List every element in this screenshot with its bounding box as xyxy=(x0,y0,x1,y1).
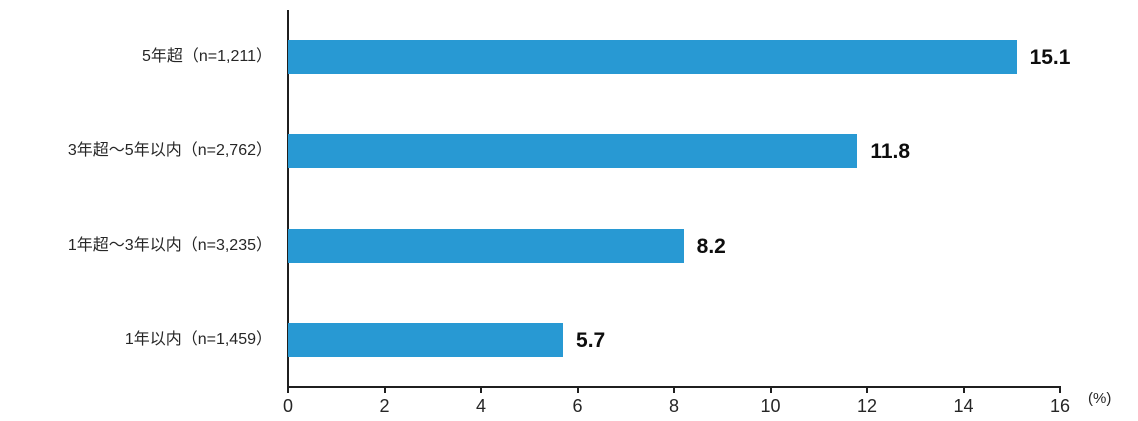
x-tick-label: 16 xyxy=(1049,396,1071,416)
x-tick-label: 0 xyxy=(282,396,293,416)
x-tick-mark xyxy=(480,386,482,393)
x-tick-label: 2 xyxy=(379,396,390,416)
bar xyxy=(288,228,684,263)
x-tick-mark xyxy=(673,386,675,393)
bar xyxy=(288,322,564,357)
x-tick-mark xyxy=(769,386,772,393)
bar xyxy=(288,134,858,169)
value-label: 5.7 xyxy=(576,328,606,352)
x-tick-mark xyxy=(287,386,289,393)
x-tick-mark xyxy=(962,386,965,393)
x-tick-mark xyxy=(383,386,386,393)
x-tick-mark xyxy=(1059,386,1061,393)
bar xyxy=(288,40,1017,75)
x-tick-label: 6 xyxy=(572,396,583,416)
x-axis-unit-label: (%) xyxy=(1088,390,1112,407)
category-label: 5年超（n=1,211） xyxy=(142,48,272,66)
x-tick-label: 12 xyxy=(856,396,878,416)
x-tick-label: 4 xyxy=(475,396,486,416)
category-label: 3年超～5年以内（n=2,762） xyxy=(67,142,272,160)
x-tick-label: 14 xyxy=(953,396,974,416)
category-label: 1年以内（n=1,459） xyxy=(124,330,272,348)
y-axis-line xyxy=(287,10,289,393)
x-tick-label: 8 xyxy=(668,396,679,416)
value-label: 8.2 xyxy=(696,234,726,258)
x-tick-label: 10 xyxy=(760,396,781,416)
x-tick-mark xyxy=(866,386,868,393)
value-label: 15.1 xyxy=(1029,46,1071,70)
value-label: 11.8 xyxy=(870,140,911,164)
x-tick-mark xyxy=(576,386,579,393)
category-label: 1年超～3年以内（n=3,235） xyxy=(67,236,272,254)
